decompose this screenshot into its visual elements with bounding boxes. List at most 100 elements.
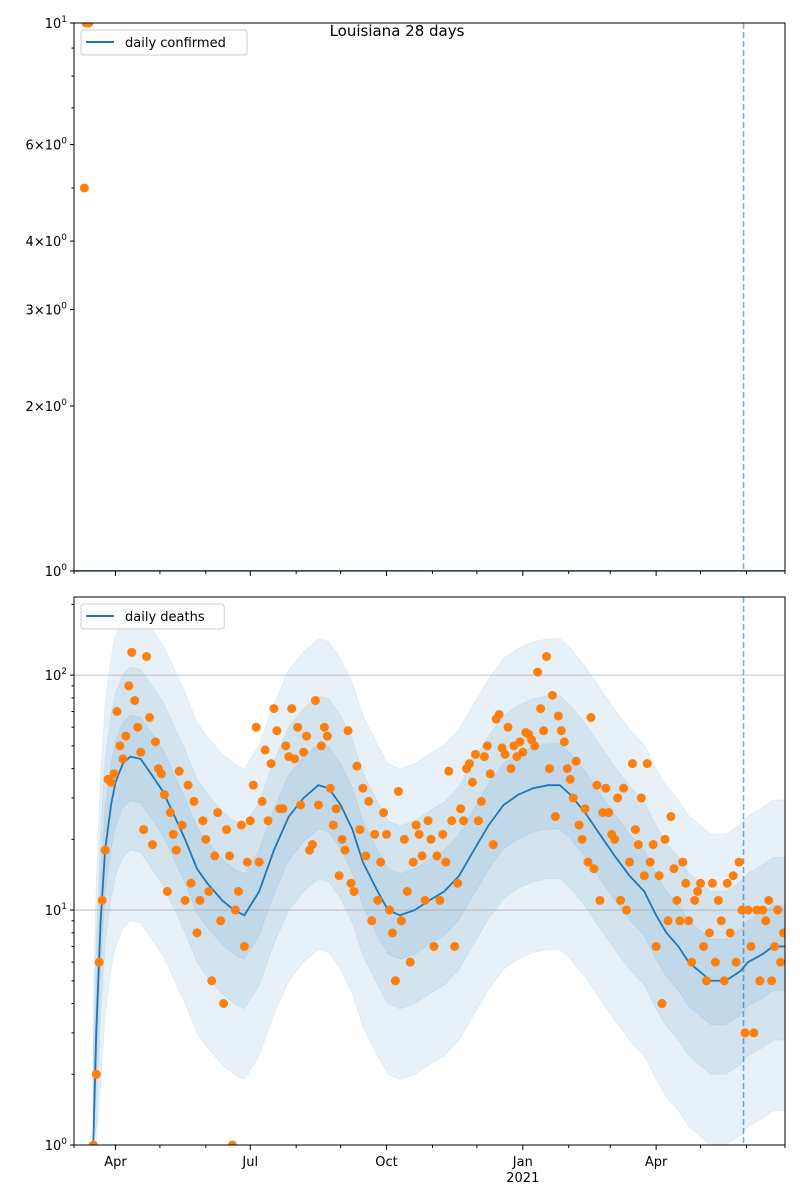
data-point bbox=[186, 878, 196, 888]
data-point bbox=[94, 957, 104, 967]
x-tick-sublabel: 2021 bbox=[506, 1171, 539, 1186]
legend-box bbox=[80, 29, 248, 56]
data-point bbox=[139, 825, 149, 835]
data-point bbox=[84, 23, 94, 28]
data-point bbox=[382, 829, 392, 839]
plot-area bbox=[74, 23, 785, 571]
data-point bbox=[417, 851, 427, 861]
data-point bbox=[168, 829, 178, 839]
data-point bbox=[657, 999, 667, 1009]
data-point bbox=[156, 769, 166, 779]
data-point bbox=[456, 804, 466, 814]
data-point bbox=[675, 916, 685, 926]
data-point bbox=[251, 722, 261, 732]
data-point bbox=[216, 916, 226, 926]
data-point bbox=[112, 706, 122, 716]
data-point bbox=[293, 722, 303, 732]
data-point bbox=[233, 886, 243, 896]
data-point bbox=[411, 820, 421, 830]
data-point bbox=[322, 731, 332, 741]
x-tick-label: Jan bbox=[512, 1155, 533, 1170]
data-point bbox=[423, 816, 433, 826]
data-point bbox=[402, 886, 412, 896]
data-point bbox=[115, 741, 125, 751]
data-point bbox=[230, 905, 240, 915]
axes-frame bbox=[73, 22, 786, 572]
data-point bbox=[219, 999, 229, 1009]
data-point bbox=[165, 808, 175, 818]
y-tick-label: 3×100 bbox=[26, 302, 68, 319]
data-point bbox=[100, 845, 110, 855]
legend-label: daily confirmed bbox=[125, 36, 226, 51]
axes-frame bbox=[73, 596, 786, 1146]
data-point bbox=[562, 764, 572, 774]
y-tick-label: 4×100 bbox=[26, 233, 68, 250]
data-point bbox=[195, 895, 205, 905]
data-point bbox=[290, 754, 300, 764]
data-point bbox=[713, 895, 723, 905]
data-point bbox=[145, 713, 155, 723]
data-point bbox=[379, 808, 389, 818]
data-point bbox=[447, 816, 457, 826]
data-point bbox=[515, 737, 525, 747]
y-tick-label: 101 bbox=[45, 15, 67, 32]
data-point bbox=[639, 871, 649, 881]
data-point bbox=[302, 731, 312, 741]
data-point bbox=[755, 976, 765, 986]
data-point bbox=[316, 741, 326, 751]
data-point bbox=[343, 726, 353, 736]
data-point bbox=[441, 857, 451, 867]
data-point bbox=[678, 857, 688, 867]
data-point bbox=[319, 722, 329, 732]
data-point bbox=[213, 808, 223, 818]
data-point bbox=[198, 816, 208, 826]
data-point bbox=[385, 905, 395, 915]
data-point bbox=[287, 704, 297, 714]
x-tick-label: Oct bbox=[375, 1155, 397, 1170]
data-point bbox=[109, 769, 119, 779]
data-point bbox=[281, 741, 291, 751]
data-point bbox=[260, 745, 270, 755]
data-point bbox=[696, 878, 706, 888]
data-point bbox=[666, 812, 676, 822]
legend-box bbox=[80, 603, 225, 630]
data-point bbox=[272, 726, 282, 736]
data-point bbox=[749, 1028, 759, 1038]
data-point bbox=[390, 976, 400, 986]
data-point bbox=[361, 851, 371, 861]
data-point bbox=[693, 886, 703, 896]
data-point bbox=[328, 820, 338, 830]
data-point bbox=[450, 941, 460, 951]
data-point bbox=[269, 704, 279, 714]
data-point bbox=[148, 840, 158, 850]
data-point bbox=[500, 749, 510, 759]
data-point bbox=[571, 756, 581, 766]
data-point bbox=[773, 905, 783, 915]
data-point bbox=[604, 808, 614, 818]
data-point bbox=[660, 834, 670, 844]
data-point bbox=[432, 851, 442, 861]
data-point bbox=[376, 857, 386, 867]
data-point bbox=[716, 916, 726, 926]
data-point bbox=[159, 790, 169, 800]
data-point bbox=[701, 976, 711, 986]
data-point bbox=[654, 871, 664, 881]
data-point bbox=[263, 816, 273, 826]
legend: daily deaths bbox=[80, 603, 225, 630]
data-point bbox=[619, 783, 629, 793]
data-point bbox=[684, 916, 694, 926]
data-point bbox=[556, 726, 566, 736]
y-tick-label: 101 bbox=[45, 902, 67, 919]
data-point bbox=[645, 857, 655, 867]
data-point bbox=[97, 895, 107, 905]
plot-area bbox=[74, 597, 785, 1145]
data-point bbox=[426, 834, 436, 844]
data-point bbox=[672, 895, 682, 905]
data-point bbox=[136, 747, 146, 757]
data-point bbox=[334, 871, 344, 881]
data-point bbox=[485, 769, 495, 779]
data-point bbox=[278, 804, 288, 814]
data-point bbox=[610, 834, 620, 844]
data-point bbox=[180, 895, 190, 905]
